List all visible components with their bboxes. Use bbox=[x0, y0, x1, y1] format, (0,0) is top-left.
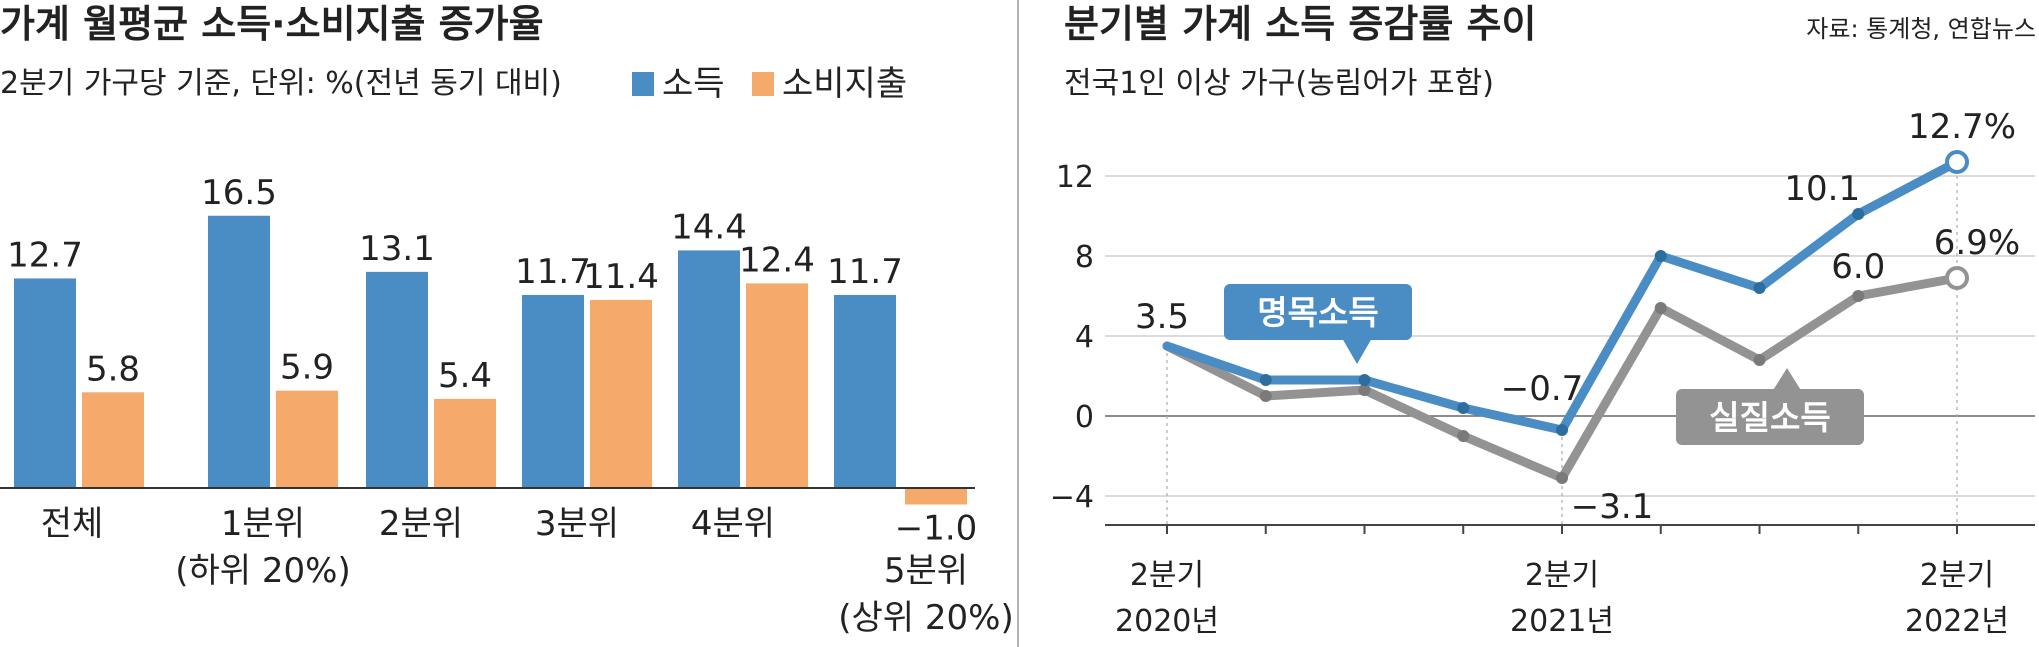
data-label-income-5: 11.7 bbox=[827, 252, 903, 292]
category-label-1: 1분위 bbox=[221, 504, 305, 544]
point-nominal bbox=[1753, 282, 1766, 294]
end-marker-nominal bbox=[1945, 150, 1969, 174]
data-label-spending-0: 5.8 bbox=[86, 349, 140, 389]
source-note: 자료: 통계청, 연합뉴스 bbox=[1806, 15, 2036, 43]
category-label-5: 5분위 bbox=[884, 551, 968, 591]
point-real bbox=[1358, 384, 1371, 396]
point-nominal bbox=[1654, 250, 1667, 262]
category-label-0: 전체 bbox=[41, 504, 104, 544]
point-label-real: 6.0 bbox=[1831, 247, 1885, 287]
y-tick-label: 4 bbox=[1075, 320, 1094, 355]
bar-spending-0 bbox=[82, 392, 144, 488]
callout-real-income-label: 실질소득 bbox=[1709, 398, 1830, 437]
point-nominal bbox=[1259, 374, 1272, 386]
legend-label-income: 소득 bbox=[662, 64, 725, 104]
point-real bbox=[1753, 354, 1766, 366]
point-label-nominal: −0.7 bbox=[1501, 369, 1584, 409]
callout-nominal-income: 명목소득 bbox=[1224, 284, 1412, 364]
bar-spending-2 bbox=[434, 398, 496, 488]
data-label-income-0: 12.7 bbox=[7, 235, 83, 275]
point-nominal bbox=[1358, 374, 1371, 386]
category-label-5-sub: (상위 20%) bbox=[838, 598, 1013, 638]
data-label-income-1: 16.5 bbox=[201, 173, 277, 213]
point-real bbox=[1457, 430, 1470, 442]
y-tick-label: 0 bbox=[1075, 400, 1094, 435]
callout-nominal-income-box bbox=[1224, 284, 1412, 340]
data-label-spending-2: 5.4 bbox=[438, 356, 492, 396]
line-chart-title: 분기별 가계 소득 증감률 추이 bbox=[1064, 2, 1536, 46]
data-label-spending-1: 5.9 bbox=[280, 348, 334, 388]
category-label-4: 4분위 bbox=[691, 504, 775, 544]
x-tick-label: 2021년 bbox=[1510, 604, 1614, 639]
bar-income-0 bbox=[14, 278, 76, 488]
y-tick-label: 12 bbox=[1056, 160, 1094, 195]
point-label-real: −3.1 bbox=[1571, 487, 1654, 527]
category-label-1-sub: (하위 20%) bbox=[175, 551, 350, 591]
point-real bbox=[1556, 472, 1568, 484]
x-tick-label: 2분기 bbox=[1130, 558, 1204, 593]
data-label-spending-3: 11.4 bbox=[583, 257, 659, 297]
bar-income-5 bbox=[834, 294, 896, 488]
bar-chart-subtitle: 2분기 가구당 기준, 단위: %(전년 동기 대비) bbox=[0, 66, 562, 101]
data-label-spending-4: 12.4 bbox=[739, 240, 815, 280]
bar-chart-title: 가계 월평균 소득·소비지출 증가율 bbox=[0, 2, 544, 46]
y-tick-label: 8 bbox=[1075, 240, 1094, 275]
data-label-income-4: 14.4 bbox=[671, 207, 747, 247]
end-marker-real bbox=[1945, 266, 1969, 290]
point-real bbox=[1654, 302, 1667, 314]
x-tick-label: 2022년 bbox=[1905, 604, 2009, 639]
point-nominal bbox=[1556, 424, 1568, 436]
legend-label-spending: 소비지출 bbox=[782, 64, 907, 104]
callout-real-income-box bbox=[1676, 389, 1864, 445]
x-tick-label: 2020년 bbox=[1115, 604, 1219, 639]
y-tick-label: −4 bbox=[1050, 480, 1094, 515]
point-label-nominal: 12.7% bbox=[1908, 107, 2016, 147]
point-real bbox=[1259, 390, 1272, 402]
bar-spending-5 bbox=[905, 488, 967, 505]
data-label-spending-5: −1.0 bbox=[895, 509, 978, 549]
bar-income-2 bbox=[366, 271, 428, 488]
legend-swatch-spending bbox=[752, 72, 774, 96]
callout-real-income-pointer bbox=[1772, 368, 1802, 392]
callout-real-income: 실질소득 bbox=[1676, 368, 1864, 445]
line-chart-subtitle: 전국1인 이상 가구(농림어가 포함) bbox=[1064, 66, 1494, 101]
bar-spending-3 bbox=[590, 299, 652, 488]
point-nominal bbox=[1852, 208, 1865, 220]
x-tick-label: 2분기 bbox=[1920, 558, 1994, 593]
point-label-nominal: 3.5 bbox=[1135, 297, 1189, 337]
point-label-real: 6.9% bbox=[1934, 223, 2020, 263]
category-label-2: 2분위 bbox=[379, 504, 463, 544]
point-label-nominal: 10.1 bbox=[1784, 169, 1860, 209]
x-tick-label: 2분기 bbox=[1525, 558, 1599, 593]
bar-income-3 bbox=[522, 294, 584, 488]
point-nominal bbox=[1457, 402, 1470, 414]
bar-spending-4 bbox=[746, 283, 808, 488]
callout-nominal-income-pointer bbox=[1342, 338, 1372, 364]
bar-income-1 bbox=[208, 215, 270, 488]
legend-swatch-income bbox=[632, 72, 654, 96]
point-real bbox=[1852, 290, 1865, 302]
bar-income-4 bbox=[678, 250, 740, 488]
data-label-income-2: 13.1 bbox=[359, 229, 435, 269]
data-label-income-3: 11.7 bbox=[515, 252, 591, 292]
callout-nominal-income-label: 명목소득 bbox=[1257, 293, 1378, 332]
category-label-3: 3분위 bbox=[535, 504, 619, 544]
bar-spending-1 bbox=[276, 390, 338, 488]
